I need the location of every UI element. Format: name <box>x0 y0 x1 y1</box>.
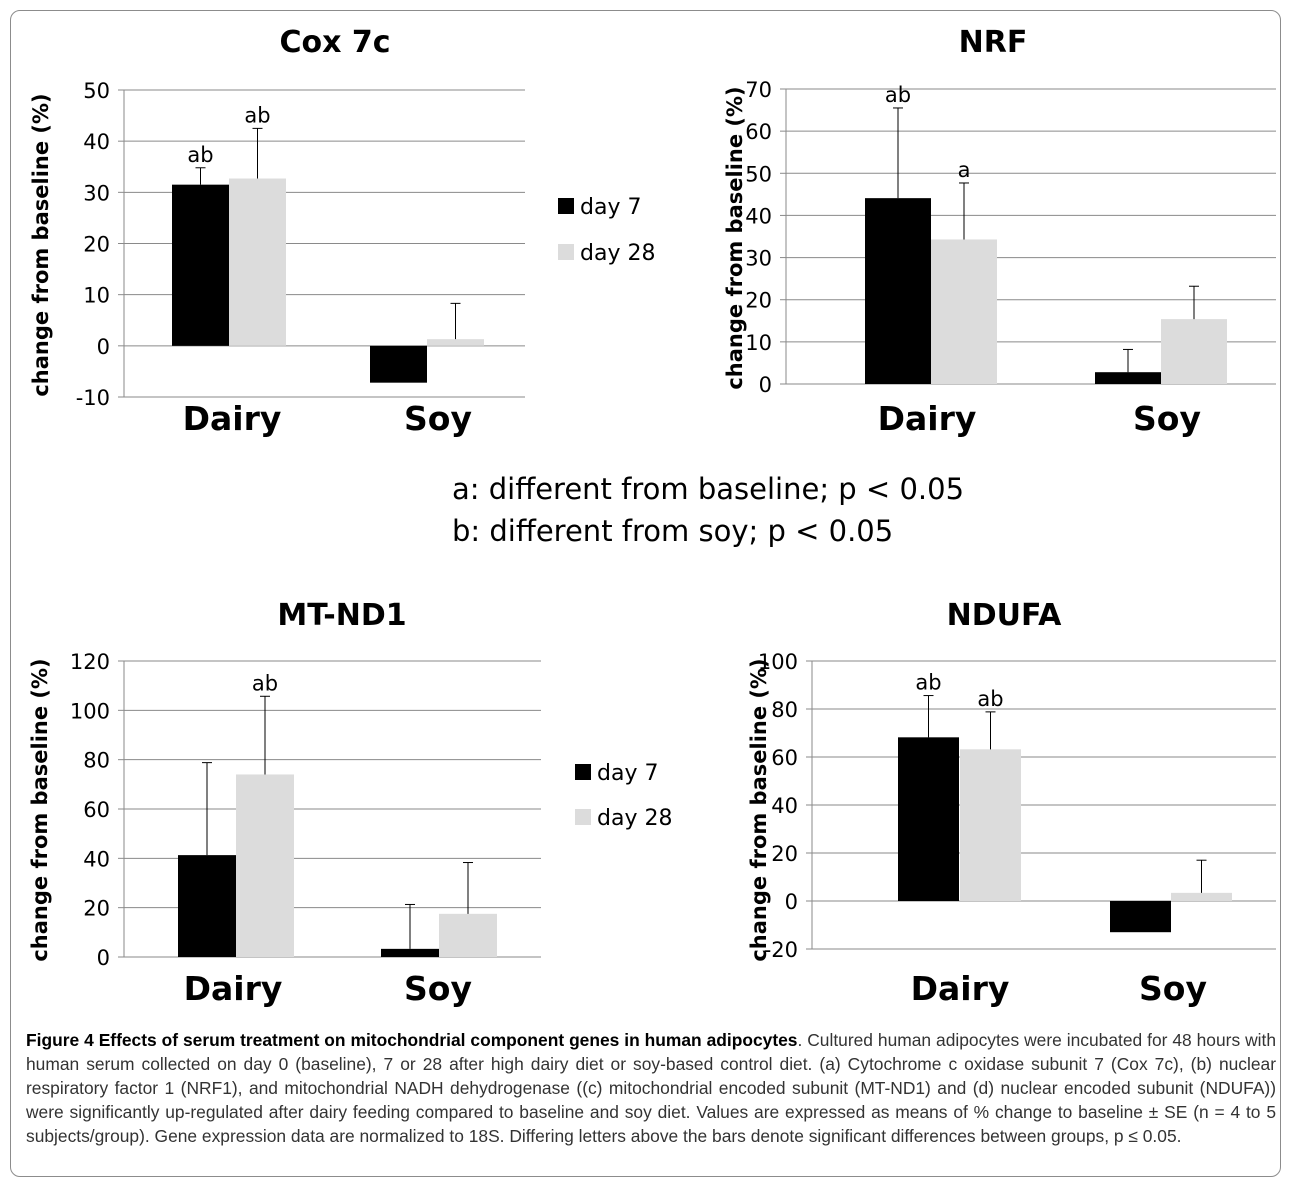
y-tick-label: 20 <box>83 897 110 921</box>
legend-label: day 28 <box>597 806 672 831</box>
y-tick-label: 50 <box>745 162 772 186</box>
category-label: Soy <box>404 399 472 438</box>
significance-label: a <box>958 158 971 182</box>
category-label: Soy <box>404 969 472 1008</box>
y-tick-label: 20 <box>745 289 772 313</box>
category-label: Soy <box>1133 399 1201 438</box>
bar <box>172 184 229 346</box>
figure-frame <box>10 10 1281 1177</box>
y-tick-label: 80 <box>771 698 798 722</box>
chart-title: Cox 7c <box>279 25 390 60</box>
bar <box>1110 901 1171 933</box>
y-tick-label: 40 <box>745 204 772 228</box>
significance-label: ab <box>187 143 213 167</box>
y-tick-label: 0 <box>785 890 798 914</box>
y-tick-label: 60 <box>771 746 798 770</box>
bar <box>178 855 236 957</box>
bar <box>960 749 1021 901</box>
category-label: Dairy <box>878 399 977 438</box>
y-axis-label: change from baseline (%) <box>28 658 52 961</box>
y-tick-label: 40 <box>83 130 110 154</box>
y-axis-label: change from baseline (%) <box>29 93 53 396</box>
legend-swatch <box>575 809 591 825</box>
legend-label: day 28 <box>580 241 655 266</box>
significance-label: ab <box>252 671 278 695</box>
bar <box>236 774 294 957</box>
y-tick-label: 30 <box>83 181 110 205</box>
bar <box>370 345 427 383</box>
chart-3: MT-ND1 0 20 40 60 80 100 120 change from baselin… <box>28 598 672 1008</box>
y-tick-label: 0 <box>759 373 772 397</box>
figure-caption: Figure 4 Effects of serum treatment on m… <box>26 1028 1276 1148</box>
bar <box>439 913 497 957</box>
chart-1: Cox 7c -10 0 10 20 30 40 50 change from baseline… <box>29 25 655 438</box>
y-tick-label: 30 <box>745 247 772 271</box>
y-tick-label: 70 <box>745 78 772 102</box>
bar <box>427 339 484 346</box>
bar <box>1171 892 1232 901</box>
bar <box>865 198 931 384</box>
bar <box>898 737 959 901</box>
bar <box>381 948 439 957</box>
y-tick-label: 40 <box>771 794 798 818</box>
y-axis-label: change from baseline (%) <box>723 86 747 389</box>
y-tick-label: 10 <box>745 331 772 355</box>
significance-label: ab <box>977 687 1003 711</box>
y-tick-label: 20 <box>771 842 798 866</box>
chart-title: MT-ND1 <box>277 598 406 633</box>
y-tick-label: 0 <box>97 946 110 970</box>
bar <box>1161 319 1227 384</box>
caption-text: . Cultured human adipocytes were incubat… <box>26 1030 1277 1146</box>
category-label: Soy <box>1139 969 1207 1008</box>
y-tick-label: 60 <box>83 798 110 822</box>
bar <box>931 239 997 384</box>
legend-swatch <box>575 764 591 780</box>
y-tick-label: 100 <box>758 650 798 674</box>
y-tick-label: 20 <box>83 233 110 257</box>
y-axis-label: change from baseline (%) <box>747 658 771 961</box>
y-tick-label: 0 <box>97 335 110 359</box>
significance-label: ab <box>915 671 941 695</box>
legend-swatch <box>558 244 574 260</box>
chart-title: NDUFA <box>947 598 1062 633</box>
y-tick-label: 40 <box>83 847 110 871</box>
category-label: Dairy <box>911 969 1010 1008</box>
legend-label: day 7 <box>597 761 658 786</box>
chart-title: NRF <box>959 25 1028 60</box>
y-tick-label: 120 <box>70 650 110 674</box>
significance-label: ab <box>244 103 270 127</box>
y-tick-label: 60 <box>745 120 772 144</box>
note-a: a: different from baseline; p < 0.05 <box>452 472 965 506</box>
y-tick-label: 80 <box>83 749 110 773</box>
significance-label: ab <box>885 83 911 107</box>
caption-title: Figure 4 Effects of serum treatment on m… <box>26 1030 798 1050</box>
y-tick-label: 50 <box>83 79 110 103</box>
legend-swatch <box>558 198 574 214</box>
note-b: b: different from soy; p < 0.05 <box>452 514 894 548</box>
y-tick-label: -10 <box>76 386 110 410</box>
bar <box>1095 372 1161 384</box>
legend-label: day 7 <box>580 195 641 220</box>
category-label: Dairy <box>184 969 283 1008</box>
y-tick-label: 100 <box>70 699 110 723</box>
bar <box>229 178 286 346</box>
category-label: Dairy <box>183 399 282 438</box>
y-tick-label: -20 <box>764 938 798 962</box>
y-tick-label: 10 <box>83 284 110 308</box>
